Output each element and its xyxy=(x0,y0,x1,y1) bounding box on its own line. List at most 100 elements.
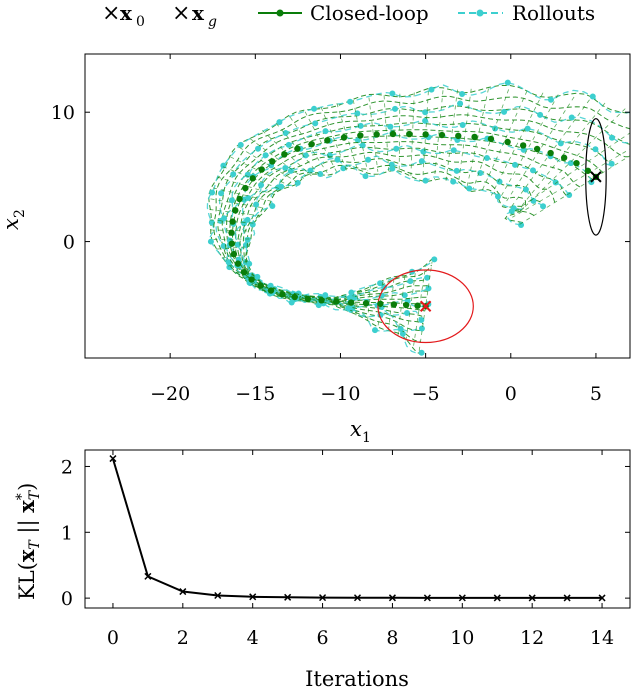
closed-loop-point xyxy=(347,299,355,306)
rollout-point xyxy=(424,274,431,281)
kl-x-tick-label: 8 xyxy=(386,627,398,649)
kl-point xyxy=(109,455,117,463)
closed-loop-point xyxy=(414,302,421,309)
rollout-fan-line xyxy=(418,261,433,351)
rollout-fan-line xyxy=(336,103,359,171)
rollout-fan-line xyxy=(320,107,348,172)
legend-start-sub: 0 xyxy=(136,14,145,30)
kl-point xyxy=(179,588,187,596)
rollout-point xyxy=(285,141,292,148)
closed-loop-point xyxy=(402,301,410,309)
rollout-point xyxy=(225,259,232,266)
closed-loop-point xyxy=(248,276,255,283)
kl-x-tick-label: 2 xyxy=(177,627,189,649)
kl-point xyxy=(214,591,222,600)
closed-loop-point xyxy=(547,149,554,157)
start-marker xyxy=(590,171,602,183)
kl-point xyxy=(284,593,292,601)
closed-loop-point xyxy=(455,132,462,140)
rollout-point xyxy=(524,125,531,132)
kl-point-stroke xyxy=(493,594,501,602)
start-marker-stroke xyxy=(590,171,602,183)
kl-point xyxy=(598,594,606,602)
rollout-point xyxy=(244,236,251,243)
closed-loop-layer xyxy=(228,118,607,344)
kl-point-stroke xyxy=(423,594,431,602)
closed-loop-point xyxy=(230,250,238,258)
rollout-fan-line xyxy=(251,279,260,285)
rollout-fan-line xyxy=(304,111,337,172)
kl-point-stroke xyxy=(528,594,536,602)
rollout-fan-line xyxy=(249,138,305,179)
closed-loop-point xyxy=(291,293,298,301)
rollout-point xyxy=(354,137,361,144)
closed-loop-point xyxy=(304,295,311,303)
rollout-point xyxy=(450,178,457,185)
legend-rollouts-dot xyxy=(476,9,484,17)
kl-point-stroke xyxy=(179,588,187,596)
rollout-point xyxy=(276,119,283,126)
rollout-point xyxy=(346,294,353,301)
goal-marker-stroke xyxy=(419,300,432,312)
rollout-dashed-path xyxy=(234,141,581,302)
x-axis-ticks: −20 −15 −10 −5 0 5 0 10 xyxy=(51,54,630,405)
rollout-point xyxy=(401,292,408,299)
rollout-point xyxy=(237,141,244,148)
kl-x-tick-label: 14 xyxy=(590,627,614,649)
rollout-fan-line xyxy=(213,238,250,241)
rollout-point xyxy=(422,177,429,184)
rollout-point xyxy=(322,128,329,135)
kl-point xyxy=(388,594,396,602)
kl-y-tick-label: 1 xyxy=(61,522,73,544)
closed-loop-point xyxy=(236,195,243,203)
rollout-fan-line xyxy=(517,102,606,211)
rollout-fan-line xyxy=(383,95,390,173)
closed-loop-point xyxy=(318,297,325,304)
rollout-fan-line xyxy=(472,89,510,189)
rollout-point xyxy=(267,282,274,289)
rollout-point xyxy=(496,178,503,185)
legend-rollouts-label: Rollouts xyxy=(512,1,595,25)
rollout-point xyxy=(258,182,265,189)
closed-loop-point xyxy=(279,291,286,298)
x-tick-label: −5 xyxy=(412,383,440,405)
closed-loop-point xyxy=(333,298,340,305)
rollout-point xyxy=(254,273,261,280)
rollout-point xyxy=(557,140,564,147)
rollout-point xyxy=(282,130,289,137)
kl-point xyxy=(423,594,431,602)
closed-loop-point xyxy=(267,287,275,294)
kl-point-stroke xyxy=(214,591,222,600)
rollout-point xyxy=(347,98,354,105)
legend-goal-sub: g xyxy=(208,14,217,30)
rollout-point xyxy=(431,256,438,263)
rollout-point xyxy=(512,161,519,168)
rollout-point xyxy=(589,93,596,100)
closed-loop-point xyxy=(373,131,380,138)
rollout-point xyxy=(234,241,241,248)
rollout-dashed-path xyxy=(217,105,630,332)
rollout-point xyxy=(244,216,251,223)
rollout-point xyxy=(354,110,361,117)
rollout-fan-line xyxy=(287,292,292,300)
rollout-fan-line xyxy=(235,267,250,274)
closed-loop-point xyxy=(377,300,384,307)
rollout-point xyxy=(389,165,396,172)
closed-loop-point xyxy=(249,175,256,182)
rollout-point xyxy=(209,189,216,196)
rollout-point xyxy=(501,108,508,115)
rollout-fan-line xyxy=(212,187,271,202)
rollout-point xyxy=(466,185,473,192)
closed-loop-point xyxy=(504,138,511,146)
plot-frame-bottom xyxy=(84,449,631,609)
x-tick-label: 0 xyxy=(505,383,517,405)
kl-x-tick-label: 10 xyxy=(450,627,474,649)
rollout-point xyxy=(207,238,214,245)
closed-loop-point xyxy=(357,132,364,139)
goal-marker xyxy=(419,300,432,312)
rollout-fan-line xyxy=(490,92,544,196)
kl-point-stroke xyxy=(249,593,257,601)
